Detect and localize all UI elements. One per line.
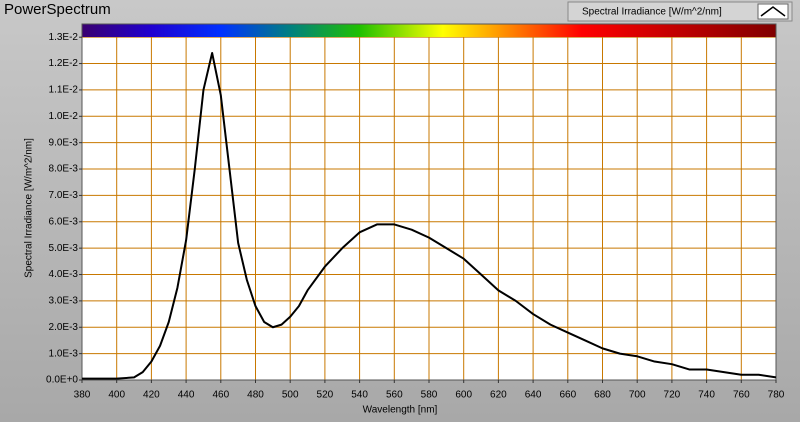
legend-swatch [760, 6, 786, 17]
y-tick-label: 9.0E-3 [49, 137, 79, 148]
x-tick-label: 460 [212, 390, 229, 401]
y-tick-label: 1.0E-3 [49, 348, 79, 359]
x-tick-label: 760 [733, 390, 750, 401]
y-tick-label: 2.0E-3 [49, 322, 79, 333]
x-tick-label: 780 [768, 390, 785, 401]
y-tick-label: 1.2E-2 [49, 58, 79, 69]
y-tick-label: 6.0E-3 [49, 216, 79, 227]
x-tick-label: 640 [525, 390, 542, 401]
y-tick-label: 3.0E-3 [49, 296, 79, 307]
chart-title: PowerSpectrum [4, 1, 111, 18]
legend-box [567, 1, 793, 22]
y-axis-label: Spectral Irradiance [W/m^2/nm] [24, 138, 35, 278]
x-tick-label: 620 [490, 390, 507, 401]
x-tick-label: 680 [594, 390, 611, 401]
x-tick-label: 580 [421, 390, 438, 401]
data-line [82, 52, 777, 380]
x-tick-label: 480 [247, 390, 264, 401]
y-tick-label: 1.1E-2 [49, 85, 79, 96]
x-tick-label: 720 [664, 390, 681, 401]
x-tick-label: 560 [386, 390, 403, 401]
legend-swatch-box [757, 3, 789, 20]
x-tick-label: 380 [74, 390, 91, 401]
x-tick-label: 400 [108, 390, 125, 401]
y-tick-label: 1.0E-2 [49, 111, 79, 122]
x-tick-label: 740 [698, 390, 715, 401]
x-tick-label: 500 [282, 390, 299, 401]
y-tick-label: 0.0E+0 [46, 375, 78, 386]
y-tick-label: 1.3E-2 [49, 32, 79, 43]
y-tick-label: 8.0E-3 [49, 164, 79, 175]
x-tick-label: 420 [143, 390, 160, 401]
x-tick-label: 440 [178, 390, 195, 401]
spectrum-bar [82, 24, 776, 37]
y-tick-label: 5.0E-3 [49, 243, 79, 254]
y-tick-label: 7.0E-3 [49, 190, 79, 201]
x-tick-label: 540 [351, 390, 368, 401]
legend-label: Spectral Irradiance [W/m^2/nm] [582, 7, 722, 18]
x-tick-label: 660 [559, 390, 576, 401]
x-tick-label: 600 [455, 390, 472, 401]
x-axis-label: Wavelength [nm] [363, 405, 438, 416]
y-tick-label: 4.0E-3 [49, 269, 79, 280]
x-tick-label: 700 [629, 390, 646, 401]
x-tick-label: 520 [317, 390, 334, 401]
